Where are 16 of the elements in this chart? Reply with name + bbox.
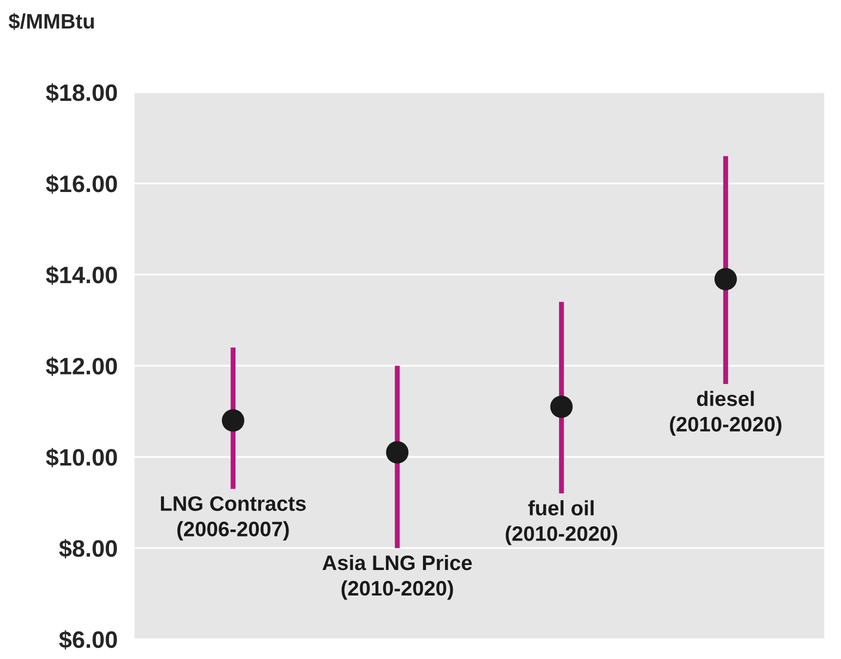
y-tick-label: $6.00 <box>59 630 117 650</box>
x-tick-label: fuel oil (2010-2020) <box>506 500 618 546</box>
point <box>222 409 244 432</box>
x-tick-label: Asia LNG Price (2010-2020) <box>322 554 472 600</box>
y-tick-label: $18.00 <box>46 83 117 103</box>
y-tick-label: $8.00 <box>59 539 117 558</box>
point <box>386 441 408 464</box>
point <box>714 268 737 290</box>
y-tick-label: $16.00 <box>46 174 117 194</box>
x-tick-label: diesel (2010-2020) <box>670 390 782 436</box>
y-tick-label: $12.00 <box>46 356 117 376</box>
y-tick-label: $14.00 <box>46 266 117 285</box>
y-axis-title: $/MMBtu <box>8 12 94 30</box>
point <box>550 396 573 418</box>
x-tick-label: LNG Contracts (2006-2007) <box>160 496 306 541</box>
y-tick-label: $10.00 <box>46 448 117 468</box>
